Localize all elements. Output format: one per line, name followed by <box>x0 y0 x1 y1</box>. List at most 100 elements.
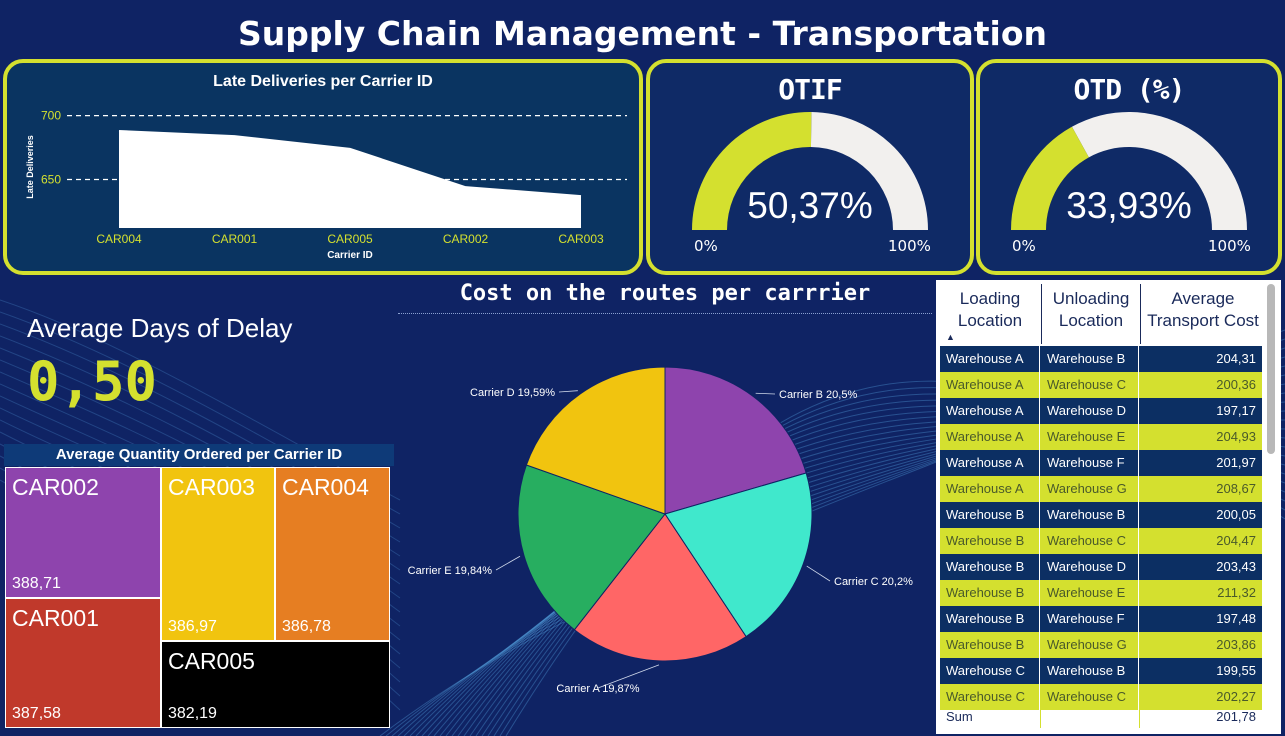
table-row[interactable]: Warehouse B Warehouse B 200,05 <box>940 502 1262 528</box>
loading-location-cell: Warehouse B <box>940 528 1040 554</box>
treemap-tile-car004[interactable]: CAR004 386,78 <box>275 467 390 641</box>
pie-slice-carrier-c <box>664 472 813 638</box>
tile-label: CAR001 <box>12 605 99 631</box>
pie-data-label: Carrier E 19,84% <box>408 565 493 577</box>
loading-location-cell: Warehouse A <box>940 398 1040 424</box>
table-row[interactable]: Warehouse B Warehouse E 211,32 <box>940 580 1262 606</box>
table-row[interactable]: Warehouse A Warehouse F 201,97 <box>940 450 1262 476</box>
otd-min-label: 0% <box>1012 237 1036 255</box>
sort-ascending-icon[interactable]: ▲ <box>946 332 955 342</box>
pie-leader-line <box>558 390 578 393</box>
treemap-tile-car002[interactable]: CAR002 388,71 <box>5 467 161 598</box>
pie-data-label: Carrier D 19,59% <box>470 387 555 399</box>
late-deliveries-card: Late Deliveries per Carrier ID 650 700 CAR… <box>3 59 643 275</box>
gauge-fill <box>1011 126 1089 230</box>
unloading-location-cell: Warehouse B <box>1041 658 1139 684</box>
pie-leader-line <box>597 664 660 689</box>
x-tick-label: CAR003 <box>558 232 604 246</box>
tile-value: 386,78 <box>282 618 331 635</box>
avg-cost-cell: 203,86 <box>1216 637 1256 652</box>
loading-location-cell: Warehouse C <box>940 684 1040 710</box>
table-row[interactable]: Warehouse A Warehouse E 204,93 <box>940 424 1262 450</box>
table-row[interactable]: Warehouse B Warehouse D 203,43 <box>940 554 1262 580</box>
avg-cost-cell: 208,67 <box>1216 481 1256 496</box>
loading-location-cell: Warehouse A <box>940 372 1040 398</box>
unloading-location-cell: Warehouse G <box>1041 476 1139 502</box>
pie-slice-carrier-b <box>664 366 807 515</box>
sum-label: Sum <box>946 709 973 724</box>
otif-card: OTIF 50,37% 0% 100% <box>646 59 974 275</box>
loading-location-cell: Warehouse A <box>940 476 1040 502</box>
unloading-location-cell: Warehouse F <box>1041 606 1139 632</box>
x-tick-label: CAR005 <box>327 232 373 246</box>
table-row[interactable]: Warehouse A Warehouse G 208,67 <box>940 476 1262 502</box>
treemap-tile-car003[interactable]: CAR003 386,97 <box>161 467 275 641</box>
gauge-track <box>810 112 928 230</box>
loading-location-cell: Warehouse B <box>940 502 1040 528</box>
avg-cost-cell: 204,31 <box>1216 351 1256 366</box>
otd-gauge <box>1011 112 1247 230</box>
loading-location-cell: Warehouse A <box>940 450 1040 476</box>
otd-title: OTD (%) <box>1073 73 1185 106</box>
unloading-location-cell: Warehouse E <box>1041 424 1139 450</box>
pie-data-label: Carrier B 20,5% <box>779 389 857 401</box>
loading-location-cell: Warehouse A <box>940 424 1040 450</box>
loading-location-cell: Warehouse B <box>940 554 1040 580</box>
sum-value: 201,78 <box>1216 709 1256 724</box>
gauge-track <box>1071 112 1247 230</box>
otd-card: OTD (%) 33,93% 0% 100% <box>976 59 1282 275</box>
pie-data-label: Carrier C 20,2% <box>834 576 913 588</box>
avg-cost-cell: 200,05 <box>1216 507 1256 522</box>
otif-min-label: 0% <box>694 237 718 255</box>
column-header-avg-cost[interactable]: Average Transport Cost <box>1147 289 1259 330</box>
loading-location-cell: Warehouse A <box>940 346 1040 372</box>
treemap-tile-car001[interactable]: CAR001 387,58 <box>5 598 161 728</box>
loading-location-cell: Warehouse B <box>940 580 1040 606</box>
table-scrollbar[interactable] <box>1267 284 1275 454</box>
x-tick-label: CAR004 <box>96 232 142 246</box>
otif-value: 50,37% <box>747 185 873 226</box>
treemap-tile-car005[interactable]: CAR005 382,19 <box>161 641 390 728</box>
otif-title: OTIF <box>778 73 842 106</box>
table-row[interactable]: Warehouse B Warehouse F 197,48 <box>940 606 1262 632</box>
tile-label: CAR005 <box>168 648 255 674</box>
loading-location-cell: Warehouse B <box>940 632 1040 658</box>
tile-label: CAR003 <box>168 474 255 500</box>
table-row[interactable]: Warehouse A Warehouse D 197,17 <box>940 398 1262 424</box>
unloading-location-cell: Warehouse B <box>1041 346 1139 372</box>
unloading-location-cell: Warehouse D <box>1041 398 1139 424</box>
pie-leader-line <box>806 565 831 582</box>
avg-cost-cell: 197,17 <box>1216 403 1256 418</box>
column-header-unloading[interactable]: Unloading Location <box>1052 289 1130 330</box>
avg-cost-cell: 197,48 <box>1216 611 1256 626</box>
cost-per-carrier-pie: Carrier B 20,5% Carrier C 20,2% Carrier A … <box>408 366 913 695</box>
table-row[interactable]: Warehouse C Warehouse B 199,55 <box>940 658 1262 684</box>
y-tick-label: 700 <box>41 109 61 123</box>
average-delay-value: 0,50 <box>27 350 158 413</box>
table-row[interactable]: Warehouse C Warehouse C 202,27 <box>940 684 1262 710</box>
table-row[interactable]: Warehouse A Warehouse B 204,31 <box>940 346 1262 372</box>
unloading-location-cell: Warehouse C <box>1041 684 1139 710</box>
pie-title-divider <box>398 313 932 314</box>
avg-cost-cell: 201,97 <box>1216 455 1256 470</box>
pie-leader-line <box>755 392 776 395</box>
pie-slice-carrier-a <box>573 513 747 662</box>
tile-value: 386,97 <box>168 618 217 635</box>
pie-slice-carrier-e <box>517 464 666 631</box>
otif-gauge <box>692 111 928 230</box>
loading-location-cell: Warehouse C <box>940 658 1040 684</box>
otd-max-label: 100% <box>1208 237 1251 255</box>
tile-label: CAR002 <box>12 474 99 500</box>
table-total-row: Sum 201,78 <box>940 704 1262 730</box>
pie-chart-title: Cost on the routes per carrrier <box>459 281 871 306</box>
avg-cost-cell: 211,32 <box>1217 585 1256 600</box>
avg-cost-cell: 203,43 <box>1216 559 1256 574</box>
late-deliveries-area <box>119 130 581 228</box>
pie-data-label: Carrier A 19,87% <box>556 683 639 695</box>
loading-location-cell: Warehouse B <box>940 606 1040 632</box>
table-row[interactable]: Warehouse B Warehouse G 203,86 <box>940 632 1262 658</box>
column-header-loading[interactable]: Loading Location <box>957 289 1023 330</box>
table-row[interactable]: Warehouse A Warehouse C 200,36 <box>940 372 1262 398</box>
table-row[interactable]: Warehouse B Warehouse C 204,47 <box>940 528 1262 554</box>
avg-cost-cell: 204,47 <box>1216 533 1256 548</box>
